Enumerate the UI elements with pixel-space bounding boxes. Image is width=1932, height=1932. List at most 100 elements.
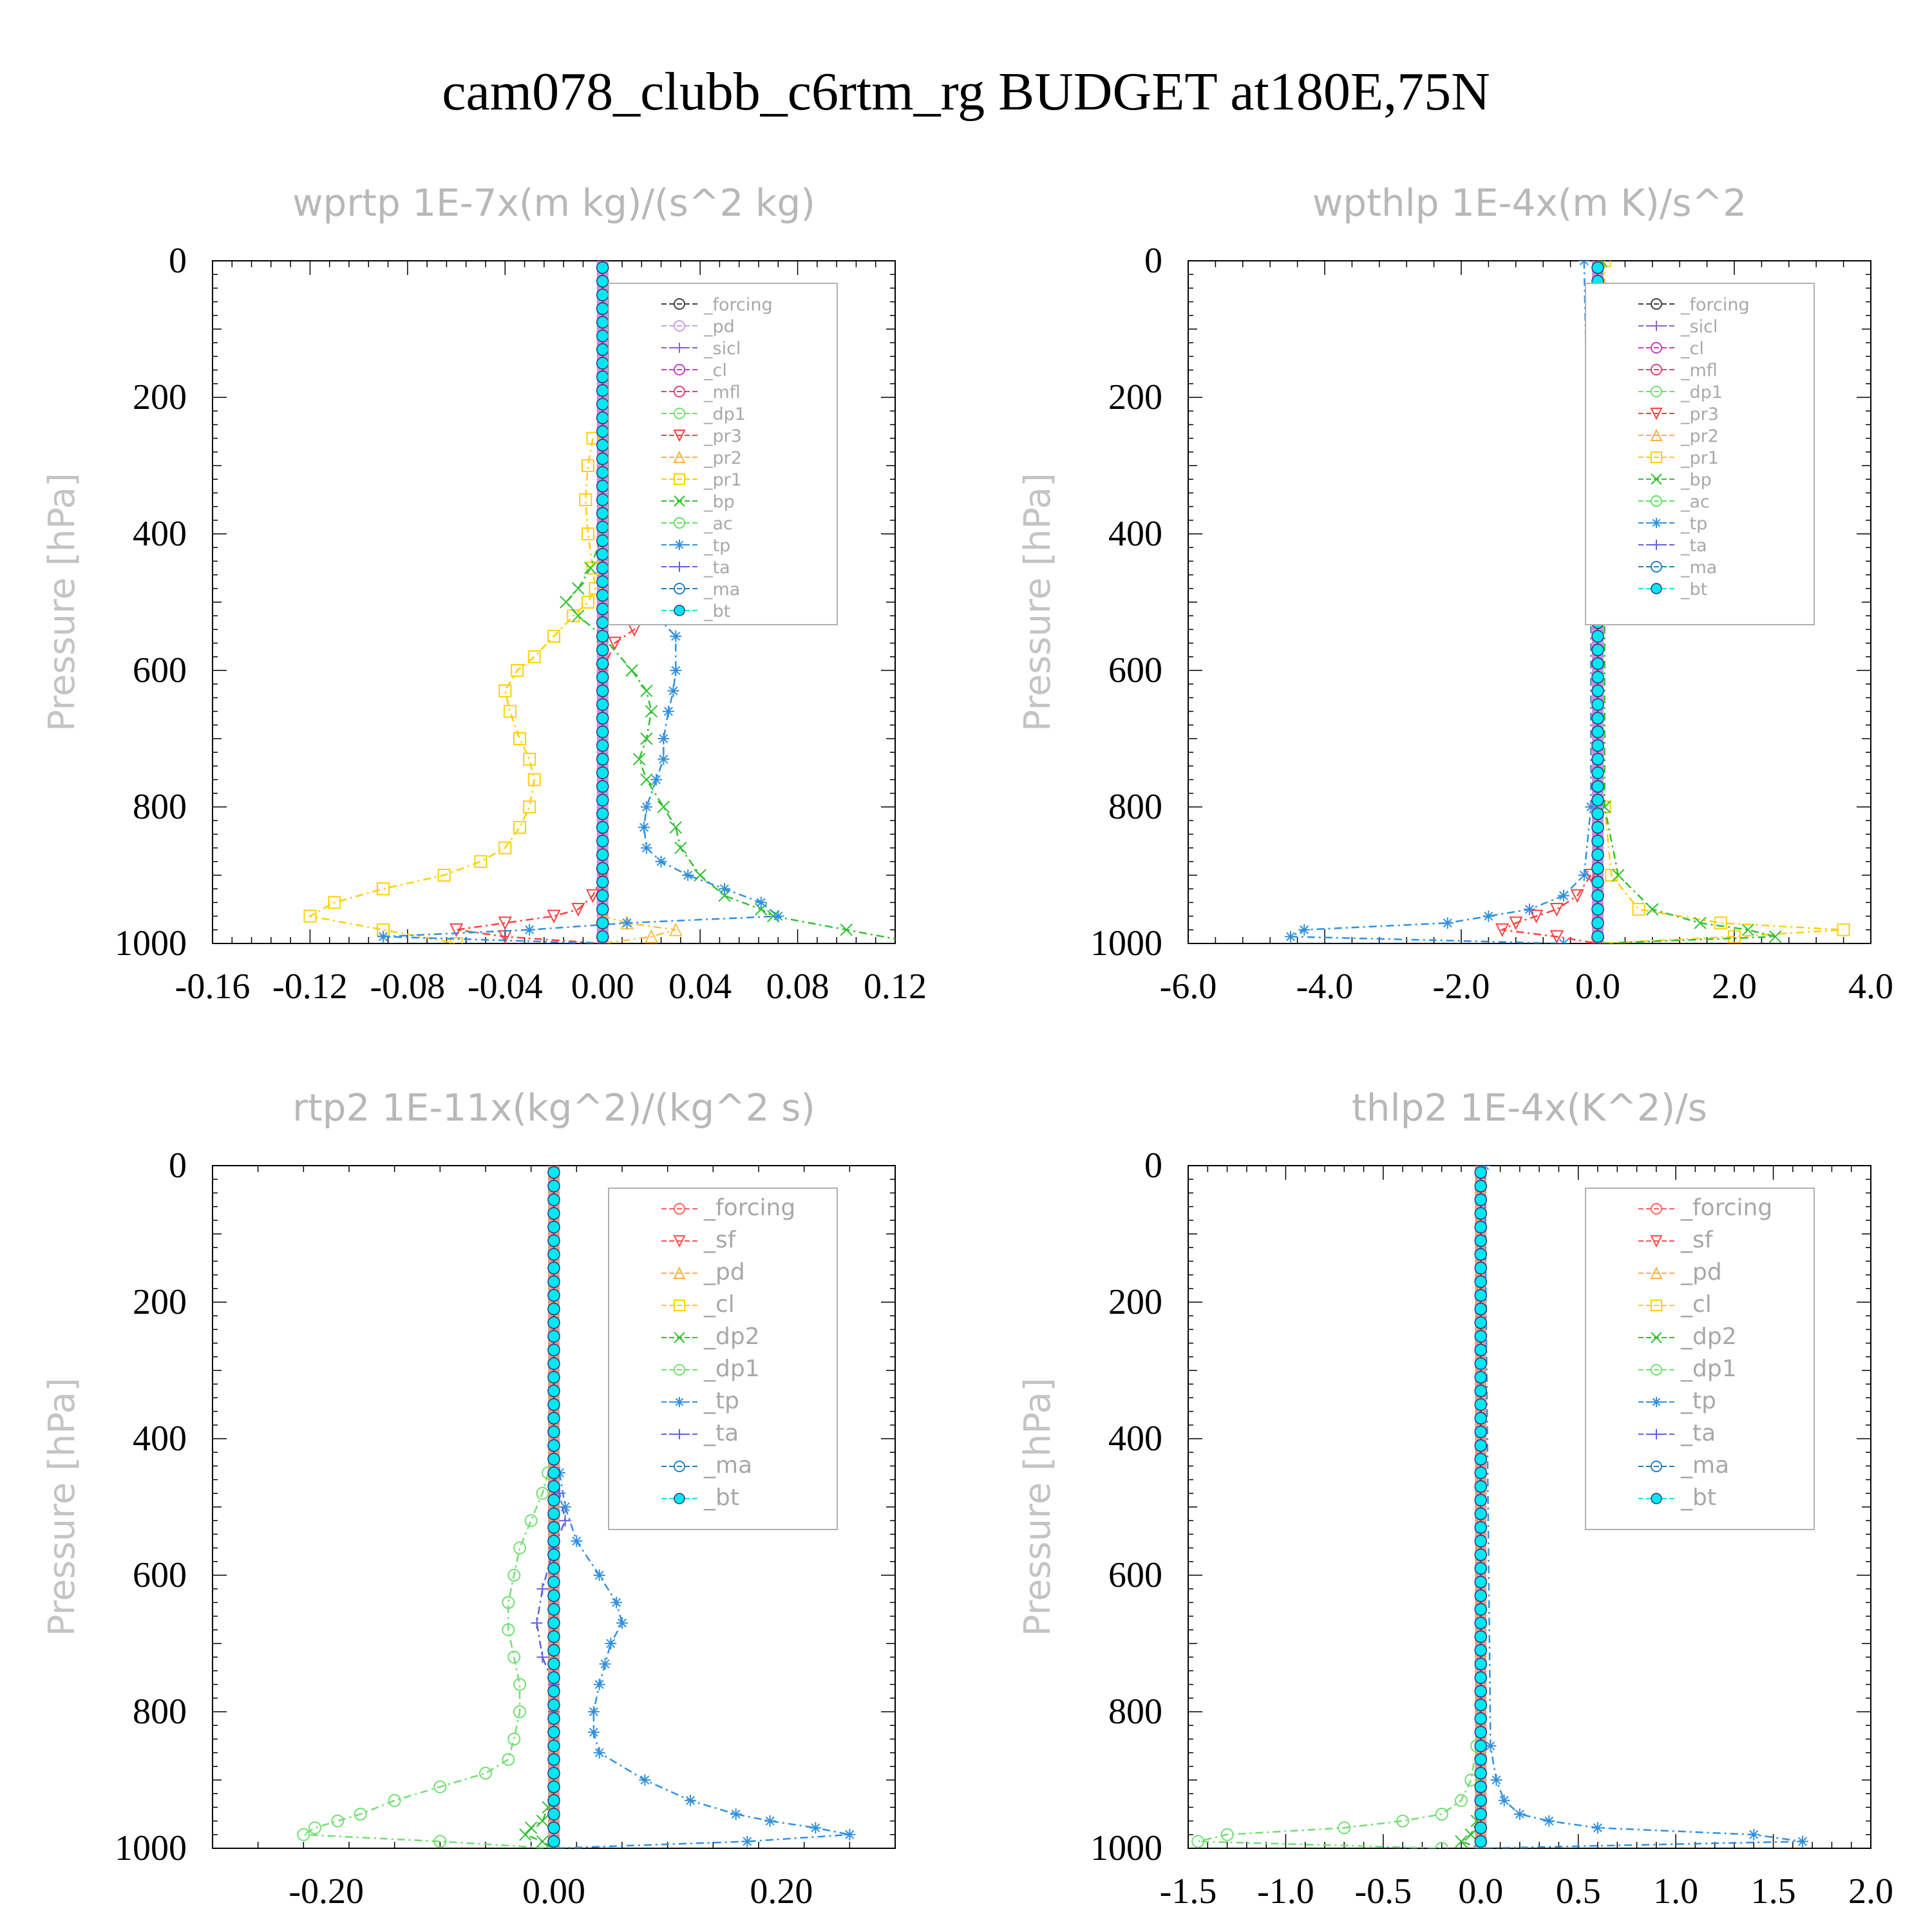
- bt-point: [1591, 930, 1604, 943]
- series-point: [1768, 930, 1782, 943]
- legend-box: [1585, 283, 1815, 625]
- series-point: [611, 1596, 623, 1609]
- y-tick-label: 600: [1108, 1555, 1162, 1595]
- series-point: [682, 869, 694, 881]
- series-point: [593, 1747, 605, 1759]
- bt-point: [596, 275, 609, 288]
- bt-point: [547, 1262, 560, 1274]
- series-point: [1543, 1815, 1555, 1827]
- bt-point: [596, 685, 609, 697]
- x-tick-label: 1.5: [1751, 1871, 1796, 1911]
- bt-point: [1474, 1794, 1488, 1807]
- series-point: [433, 1835, 447, 1848]
- legend-label: _bp: [703, 492, 735, 512]
- legend-label: _tp: [1680, 1388, 1716, 1414]
- bt-point: [596, 480, 609, 493]
- bt-point: [1474, 1289, 1488, 1302]
- legend-marker: [1650, 1266, 1663, 1279]
- bt-point: [547, 1343, 560, 1356]
- series-point: [1837, 923, 1850, 936]
- series-point: [658, 753, 670, 765]
- legend-label: _sicl: [1680, 317, 1718, 337]
- x-tick-label: -0.08: [370, 967, 446, 1007]
- bt-point: [1474, 1766, 1488, 1780]
- legend-box: [608, 1188, 838, 1530]
- y-tick-label: 600: [133, 650, 187, 690]
- series-point: [640, 685, 653, 697]
- series-point: [559, 1515, 571, 1527]
- series-point: [502, 1753, 515, 1766]
- series-point: [1558, 889, 1569, 902]
- bt-point: [547, 1493, 560, 1507]
- x-tick-label: 2.0: [1712, 967, 1757, 1007]
- bt-point: [1474, 1439, 1488, 1452]
- series-point: [640, 842, 652, 854]
- bt-point: [547, 1166, 560, 1179]
- series-point: [1632, 903, 1645, 916]
- series-point: [1558, 938, 1569, 943]
- series-point: [479, 1766, 492, 1780]
- legend-label: _mfl: [1680, 361, 1718, 381]
- series-line-tp: [1290, 261, 1592, 943]
- series-point: [1191, 1835, 1205, 1848]
- series-point: [1585, 801, 1597, 813]
- bt-point: [1474, 1370, 1488, 1384]
- series-point: [1435, 1808, 1448, 1821]
- bt-point: [596, 862, 609, 875]
- bt-point: [1474, 1166, 1488, 1179]
- series-point: [599, 1658, 611, 1670]
- chart-panel-1: wprtp 1E-7x(m kg)/(s^2 kg) Pressure [hPa]…: [41, 181, 927, 1007]
- legend-label: _mfl: [703, 383, 741, 402]
- x-tick-label: 2.0: [1848, 1871, 1893, 1911]
- bt-point: [547, 1658, 560, 1671]
- bt-point: [1591, 698, 1604, 711]
- bt-point: [547, 1425, 560, 1439]
- bt-point: [1591, 780, 1604, 793]
- bt-point: [547, 1548, 560, 1561]
- bt-point: [1474, 1220, 1488, 1234]
- bt-point: [1474, 1548, 1488, 1561]
- legend-label: _tp: [703, 536, 730, 556]
- series-point: [523, 800, 536, 813]
- series-point: [670, 665, 682, 676]
- bt-point: [596, 753, 609, 766]
- x-tick-label: 0.00: [522, 1871, 585, 1911]
- figure-title: cam078_clubb_c6rtm_rg BUDGET at180E,75N: [442, 62, 1490, 122]
- panel-title: thlp2 1E-4x(K^2)/s: [1352, 1086, 1707, 1130]
- chart-panel-4: thlp2 1E-4x(K^2)/s Pressure [hPa] 0 200 400 6…: [1017, 1086, 1893, 1911]
- bt-point: [1474, 1193, 1488, 1206]
- series-point: [616, 1617, 628, 1629]
- legend-label: _cl: [1680, 1291, 1712, 1318]
- y-tick-label: 400: [133, 514, 187, 554]
- bt-point: [596, 370, 609, 383]
- bt-point: [547, 1316, 560, 1329]
- legend-label: _ma: [1680, 1452, 1729, 1479]
- bt-point: [1474, 1658, 1488, 1671]
- x-tick-label: 0.0: [1458, 1871, 1503, 1911]
- bt-point: [596, 602, 609, 616]
- bt-point: [596, 780, 609, 793]
- legend-label: _tp: [1680, 514, 1707, 534]
- bt-point: [596, 930, 609, 943]
- bt-point: [596, 412, 609, 424]
- series-group: [297, 1166, 856, 1848]
- bt-point: [1474, 1685, 1488, 1698]
- bt-point: [596, 725, 609, 739]
- series-point: [1490, 1774, 1502, 1786]
- bt-point: [596, 507, 609, 520]
- series-point: [1484, 1740, 1497, 1752]
- series-point: [669, 821, 682, 834]
- series-point: [1646, 903, 1659, 916]
- y-tick-label: 200: [133, 377, 187, 417]
- series-point: [474, 855, 488, 868]
- legend-marker: [674, 1461, 685, 1472]
- series-point: [1549, 903, 1564, 917]
- series-point: [1748, 1828, 1760, 1841]
- bt-point: [547, 1507, 560, 1520]
- bt-point: [1474, 1480, 1488, 1493]
- bt-point: [1474, 1562, 1488, 1575]
- legend-label: _pr1: [1680, 448, 1719, 468]
- series-point: [587, 1726, 600, 1738]
- y-tick-label: 800: [1108, 787, 1162, 827]
- bt-point: [547, 1753, 560, 1766]
